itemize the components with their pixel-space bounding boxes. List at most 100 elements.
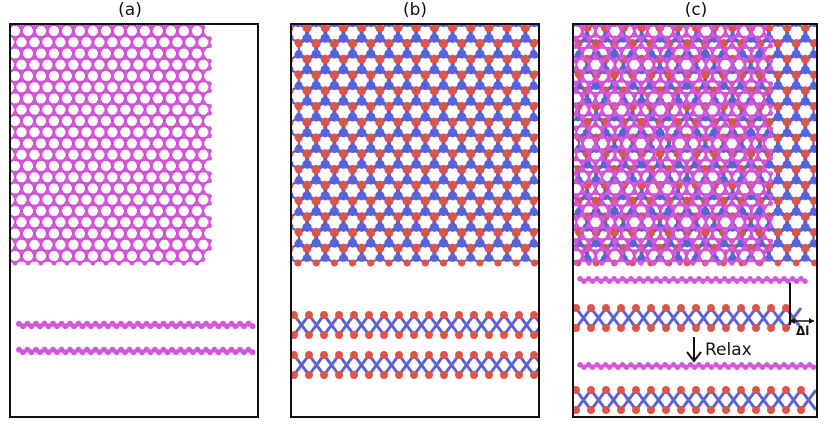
atom: [129, 81, 135, 87]
atom: [51, 171, 57, 177]
atom: [116, 111, 122, 117]
atom: [404, 197, 412, 206]
atom: [187, 55, 193, 61]
atom: [105, 349, 111, 356]
atom: [45, 190, 50, 196]
atom: [38, 58, 44, 64]
atom: [783, 98, 791, 106]
atom: [116, 201, 122, 207]
atom: [774, 209, 782, 216]
atom: [77, 133, 83, 139]
atom: [522, 56, 530, 64]
atom: [440, 134, 449, 143]
atom: [439, 177, 448, 185]
atom: [181, 25, 186, 27]
atom: [188, 250, 194, 255]
atom: [110, 122, 115, 128]
atom: [181, 66, 187, 72]
atom: [312, 25, 320, 28]
atom: [592, 77, 599, 83]
atom: [422, 25, 429, 28]
atom: [97, 32, 102, 38]
atom: [200, 212, 206, 218]
atom: [755, 58, 761, 64]
atom: [45, 235, 50, 241]
atom: [71, 257, 77, 262]
atom: [348, 114, 357, 122]
atom: [194, 88, 200, 94]
atom: [64, 133, 70, 139]
atom: [793, 166, 801, 174]
atom: [421, 51, 429, 59]
atom: [503, 161, 511, 169]
atom: [25, 111, 31, 117]
atom: [440, 71, 449, 80]
atom: [136, 122, 141, 128]
atom: [612, 66, 618, 72]
atom: [784, 182, 792, 190]
atom: [470, 351, 478, 359]
atom: [690, 66, 696, 72]
atom: [468, 254, 476, 262]
atom: [64, 201, 70, 207]
atom: [395, 213, 403, 221]
atom: [207, 223, 212, 229]
atom: [513, 103, 521, 111]
atom: [494, 240, 502, 248]
atom: [156, 323, 162, 330]
atom: [155, 103, 161, 109]
atom: [312, 240, 320, 248]
atom: [422, 134, 430, 143]
atom: [292, 245, 294, 252]
atom: [162, 137, 168, 143]
atom: [38, 111, 44, 117]
atom: [200, 205, 206, 210]
atom: [605, 55, 612, 61]
atom: [129, 238, 135, 244]
atom: [512, 259, 520, 267]
atom: [136, 205, 142, 210]
atom: [455, 331, 463, 339]
atom: [658, 69, 664, 76]
atom: [403, 25, 411, 28]
atom: [404, 71, 412, 80]
atom: [147, 349, 154, 356]
atom: [207, 148, 212, 154]
atom: [12, 103, 18, 109]
atom: [129, 133, 135, 139]
atom: [173, 349, 179, 356]
atom: [504, 245, 512, 253]
atom: [51, 111, 57, 117]
atom: [394, 98, 402, 106]
atom: [207, 43, 212, 49]
atom: [593, 198, 601, 205]
atom: [303, 35, 311, 43]
atom: [97, 227, 103, 233]
atom: [200, 55, 206, 61]
atom: [19, 182, 25, 188]
atom: [313, 71, 321, 80]
atom: [77, 238, 83, 244]
atom: [470, 331, 478, 339]
atom: [801, 224, 809, 232]
atom: [529, 103, 538, 111]
atom: [377, 254, 385, 262]
atom: [110, 32, 115, 38]
atom: [458, 82, 466, 91]
atom: [522, 245, 530, 253]
atom: [168, 260, 174, 266]
atom: [468, 56, 476, 64]
atom: [162, 205, 168, 210]
atom: [155, 81, 161, 87]
atom: [161, 212, 167, 218]
atom: [767, 36, 774, 42]
atom: [431, 56, 439, 64]
atom: [645, 47, 651, 53]
atom: [697, 47, 703, 53]
atom: [103, 36, 109, 42]
atom: [611, 72, 619, 79]
atom: [84, 32, 89, 38]
atom: [340, 25, 348, 32]
atom: [304, 254, 312, 262]
atom: [71, 182, 77, 188]
